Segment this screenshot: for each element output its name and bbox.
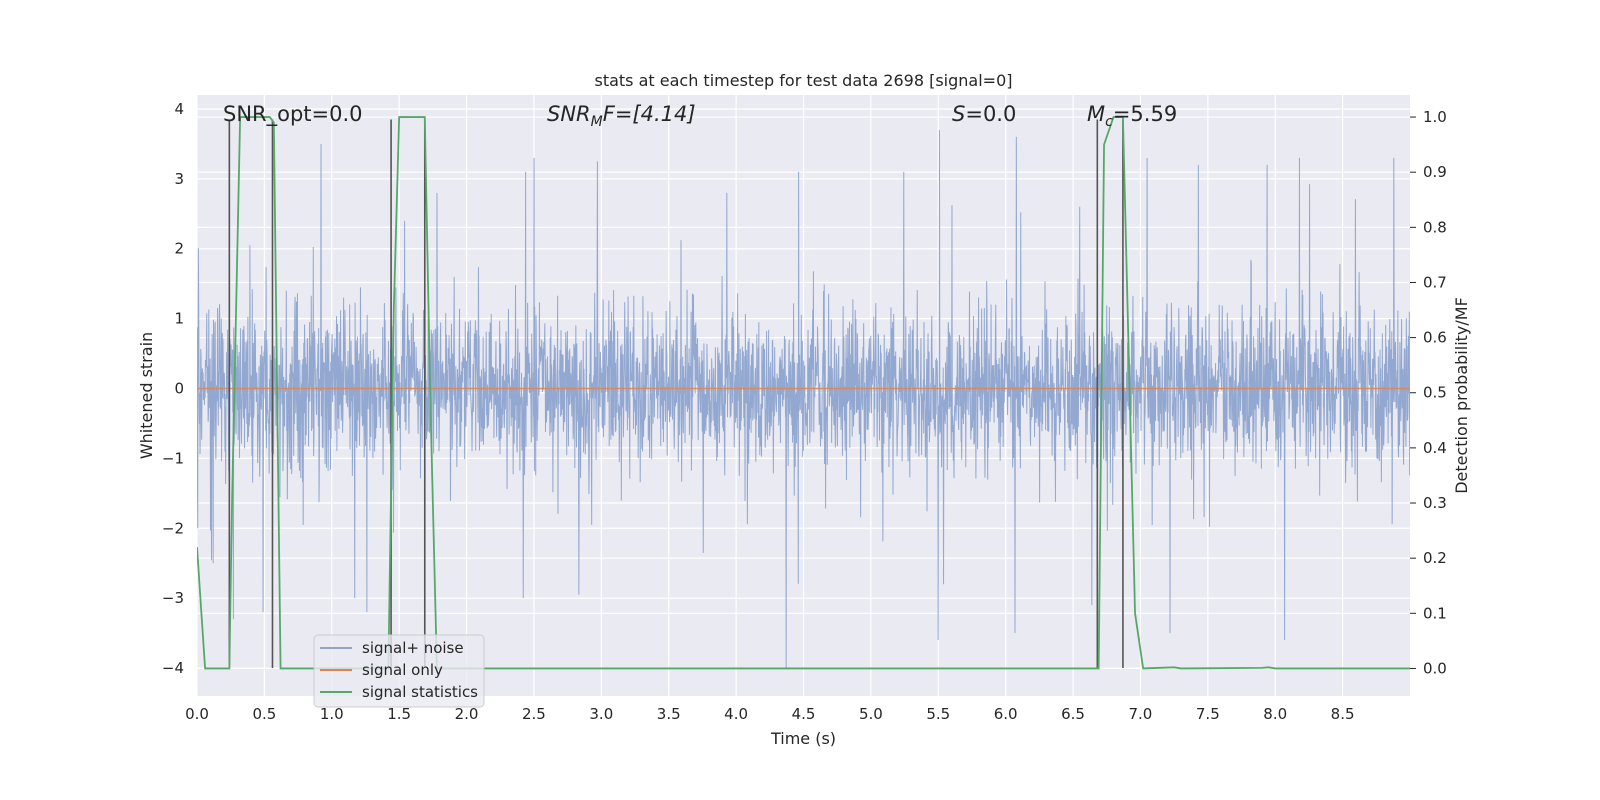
series-signal-noise: [197, 129, 1410, 669]
y-tick-label-right: 0.3: [1423, 494, 1447, 512]
y-axis-label-left: Whitened strain: [137, 332, 156, 459]
x-tick-label: 5.5: [926, 705, 950, 723]
x-tick-label: 6.0: [994, 705, 1018, 723]
y-tick-label-left: −2: [162, 519, 184, 537]
x-tick-label: 0.0: [185, 705, 209, 723]
x-tick-label: 2.5: [522, 705, 546, 723]
tick-labels: 0.0 0.5 1.0 1.5 2.0 2.5 3.0 3.5 4.0 4.5 5.0 5.5 6.0 6…: [162, 100, 1447, 723]
x-tick-label: 0.5: [252, 705, 276, 723]
y-tick-label-left: 0: [174, 380, 184, 398]
annotation-snr-mf-sub: M: [591, 114, 603, 130]
annotation-snr-mf-rest: F=[4.14]: [603, 102, 696, 126]
y-tick-label-right: 0.5: [1423, 384, 1447, 402]
annotation-mc-sub: c: [1105, 114, 1113, 130]
y-tick-label-left: 2: [174, 240, 184, 258]
annotation-snr-opt: SNR_opt=0.0: [223, 102, 363, 127]
x-tick-label: 5.0: [859, 705, 883, 723]
annotation-s: S=0.0: [952, 102, 1016, 126]
y-tick-label-left: −4: [162, 659, 184, 677]
legend: signal+ noise signal only signal statist…: [313, 634, 485, 708]
x-tick-label: 3.0: [589, 705, 613, 723]
y-tick-label-right: 0.7: [1423, 273, 1447, 291]
annotation-s-rest: =0.0: [965, 102, 1016, 126]
y-tick-label-right: 1.0: [1423, 108, 1447, 126]
x-axis-label: Time (s): [770, 729, 836, 748]
annotation-mc-rest: =5.59: [1113, 102, 1177, 126]
x-tick-label: 1.5: [387, 705, 411, 723]
y-tick-label-left: −3: [162, 589, 184, 607]
y-tick-label-right: 0.2: [1423, 549, 1447, 567]
y-tick-label-right: 0.8: [1423, 218, 1447, 236]
legend-label-signal-noise: signal+ noise: [362, 639, 464, 657]
y-tick-label-left: −1: [162, 449, 184, 467]
y-tick-label-left: 4: [174, 100, 184, 118]
x-tick-label: 7.0: [1129, 705, 1153, 723]
x-tick-label: 2.0: [455, 705, 479, 723]
y-tick-label-left: 1: [174, 310, 184, 328]
annotation-mc: Mc=5.59: [1087, 102, 1177, 130]
series-signal-statistics: [197, 116, 1410, 670]
x-tick-label: 8.0: [1263, 705, 1287, 723]
y-tick-label-right: 0.0: [1423, 659, 1447, 677]
x-tick-label: 7.5: [1196, 705, 1220, 723]
legend-label-signal-statistics: signal statistics: [362, 683, 478, 701]
annotation-s-main: S: [952, 102, 965, 126]
x-tick-label: 3.5: [657, 705, 681, 723]
legend-box: [313, 634, 485, 708]
y-tick-label-right: 0.4: [1423, 439, 1447, 457]
y-tick-label-left: 3: [174, 170, 184, 188]
x-tick-label: 4.5: [792, 705, 816, 723]
y-tick-label-right: 0.9: [1423, 163, 1447, 181]
y-tick-label-right: 0.1: [1423, 604, 1447, 622]
x-tick-label: 6.5: [1061, 705, 1085, 723]
annotation-snr-mf: SNRMF=[4.14]: [547, 102, 696, 130]
x-tick-label: 1.0: [320, 705, 344, 723]
x-tick-label: 8.5: [1331, 705, 1355, 723]
x-tick-label: 4.0: [724, 705, 748, 723]
annotation-mc-main: M: [1087, 102, 1105, 126]
y-axis-label-right: Detection probability/MF: [1452, 297, 1471, 494]
chart-title: stats at each timestep for test data 269…: [594, 71, 1012, 90]
legend-label-signal-only: signal only: [362, 661, 443, 679]
plot-content: [197, 116, 1410, 670]
annotation-snr-mf-main: SNR: [547, 102, 591, 126]
y-tick-label-right: 0.6: [1423, 329, 1447, 347]
